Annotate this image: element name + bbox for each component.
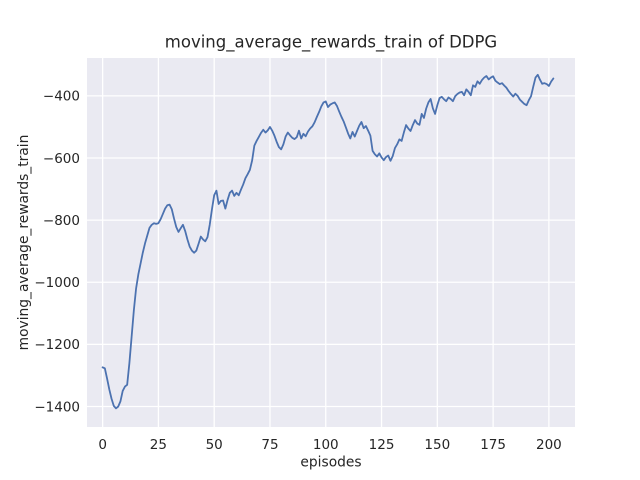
y-tick-label: −400 (43, 89, 80, 105)
x-tick-label: 25 (150, 437, 167, 453)
x-tick-label: 0 (98, 437, 107, 453)
grid (87, 58, 575, 427)
tick-labels: 0 25 50 75 100 125 150 175 200 −1400 −1200 −1000 −80… (34, 89, 561, 453)
x-tick-label: 175 (480, 437, 506, 453)
data-series (101, 73, 555, 410)
x-axis-label: episodes (300, 455, 361, 471)
x-tick-label: 100 (313, 437, 339, 453)
plot-area (87, 58, 575, 427)
y-tick-label: −1000 (34, 275, 80, 291)
x-tick-label: 150 (424, 437, 450, 453)
data-line (101, 73, 555, 410)
x-tick-label: 75 (261, 437, 278, 453)
y-tick-label: −1400 (34, 399, 80, 415)
y-tick-label: −1200 (34, 337, 80, 353)
y-axis-label: moving_average_rewards_train (16, 135, 32, 351)
y-tick-label: −600 (43, 151, 80, 167)
x-tick-label: 125 (369, 437, 395, 453)
x-tick-label: 50 (206, 437, 223, 453)
chart-title: moving_average_rewards_train of DDPG (165, 33, 497, 53)
x-tick-label: 200 (536, 437, 562, 453)
y-tick-label: −800 (43, 213, 80, 229)
